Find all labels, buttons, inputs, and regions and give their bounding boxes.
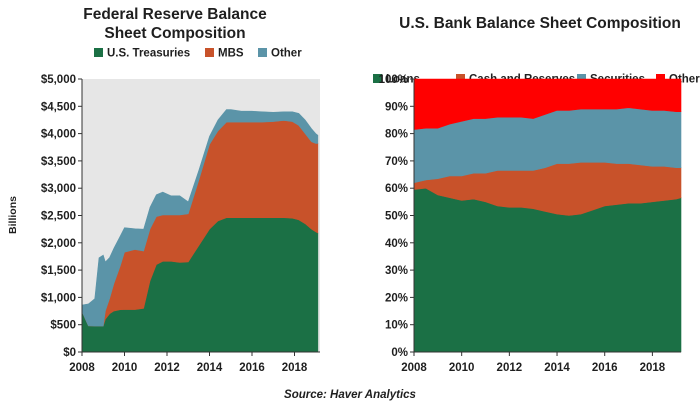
bank-chart-title: U.S. Bank Balance Sheet Composition — [399, 15, 681, 32]
bank-area-loans — [413, 187, 682, 353]
fed-legend-swatch-mbs — [205, 48, 214, 57]
bank-y-tick-label: 50% — [385, 211, 408, 223]
bank-y-tick-label: 60% — [385, 183, 408, 195]
bank-y-tick-label: 30% — [385, 265, 408, 277]
bank-x-tick-label: 2012 — [497, 362, 523, 374]
bank-x-tick-label: 2016 — [592, 362, 618, 374]
fed-x-tick-label: 2016 — [239, 362, 265, 374]
fed-chart-legend: U.S. Treasuries MBS Other — [94, 48, 302, 60]
fed-chart-title-line1: Federal Reserve Balance — [83, 6, 267, 23]
bank-y-tick-label: 10% — [385, 320, 408, 332]
bank-legend-swatch-loans — [373, 74, 382, 83]
fed-legend-label-u-s-treasuries: U.S. Treasuries — [107, 48, 190, 60]
fed-x-tick-label: 2012 — [154, 362, 180, 374]
bank-y-tick-label: 80% — [385, 129, 408, 141]
fed-area-other — [81, 109, 319, 327]
fed-balance-sheet-chart: Federal Reserve Balance Sheet Compositio… — [7, 6, 320, 374]
bank-y-tick-label: 20% — [385, 292, 408, 304]
bank-x-tick-label: 2010 — [449, 362, 475, 374]
fed-y-tick-labels: $0 $500 $1,000 $1,500 $2,000 $2,500 $3,000 $3,5… — [41, 74, 76, 359]
fed-x-tick-label: 2010 — [112, 362, 138, 374]
fed-chart-title-line2: Sheet Composition — [104, 25, 245, 42]
fed-y-tick-label: $3,000 — [41, 183, 76, 195]
fed-y-axis-label: Billions — [7, 196, 19, 234]
fed-y-tick-label: $4,500 — [41, 101, 76, 113]
fed-x-tick-label: 2008 — [69, 362, 95, 374]
source-note: Source: Haver Analytics — [284, 389, 416, 401]
bank-x-tick-label: 2014 — [544, 362, 570, 374]
fed-x-tick-label: 2014 — [197, 362, 223, 374]
fed-legend-swatch-u-s-treasuries — [94, 48, 103, 57]
fed-y-tick-label: $2,000 — [41, 238, 76, 250]
bank-area-other — [413, 78, 682, 130]
bank-y-tick-label: 40% — [385, 238, 408, 250]
bank-x-tick-labels: 2008 2010 2012 2014 2016 2018 — [401, 362, 666, 374]
bank-x-tick-label: 2018 — [640, 362, 666, 374]
fed-x-tick-label: 2018 — [282, 362, 308, 374]
fed-y-tick-label: $1,500 — [41, 265, 76, 277]
bank-areas — [413, 78, 682, 353]
fed-y-tick-label: $500 — [50, 320, 76, 332]
fed-y-tick-label: $0 — [63, 347, 76, 359]
fed-legend-label-mbs: MBS — [218, 48, 244, 60]
bank-legend-label-loans: Loans — [386, 74, 420, 86]
fed-y-tick-label: $3,500 — [41, 156, 76, 168]
bank-axes — [410, 78, 681, 356]
bank-y-tick-labels: 0% 10% 20% 30% 40% 50% 60% 70% 80% 90% 100% — [379, 74, 408, 359]
fed-y-tick-label: $1,000 — [41, 292, 76, 304]
fed-axes — [78, 78, 320, 356]
bank-legend-swatch-securities — [577, 74, 586, 83]
fed-legend-swatch-other — [258, 48, 267, 57]
bank-y-tick-label: 90% — [385, 101, 408, 113]
bank-legend-swatch-other — [656, 74, 665, 83]
fed-legend-label-other: Other — [271, 48, 302, 60]
bank-y-tick-label: 70% — [385, 156, 408, 168]
bank-y-tick-label: 0% — [391, 347, 408, 359]
bank-x-tick-label: 2008 — [401, 362, 427, 374]
fed-x-tick-labels: 2008 2010 2012 2014 2016 2018 — [69, 362, 308, 374]
bank-balance-sheet-chart: U.S. Bank Balance Sheet Composition Loan… — [373, 15, 700, 374]
fed-y-tick-label: $4,000 — [41, 129, 76, 141]
fed-y-tick-label: $2,500 — [41, 211, 76, 223]
fed-y-tick-label: $5,000 — [41, 74, 76, 86]
bank-y-tick-label: 100% — [379, 74, 408, 86]
bank-legend-swatch-cash-and-reserves — [456, 74, 465, 83]
